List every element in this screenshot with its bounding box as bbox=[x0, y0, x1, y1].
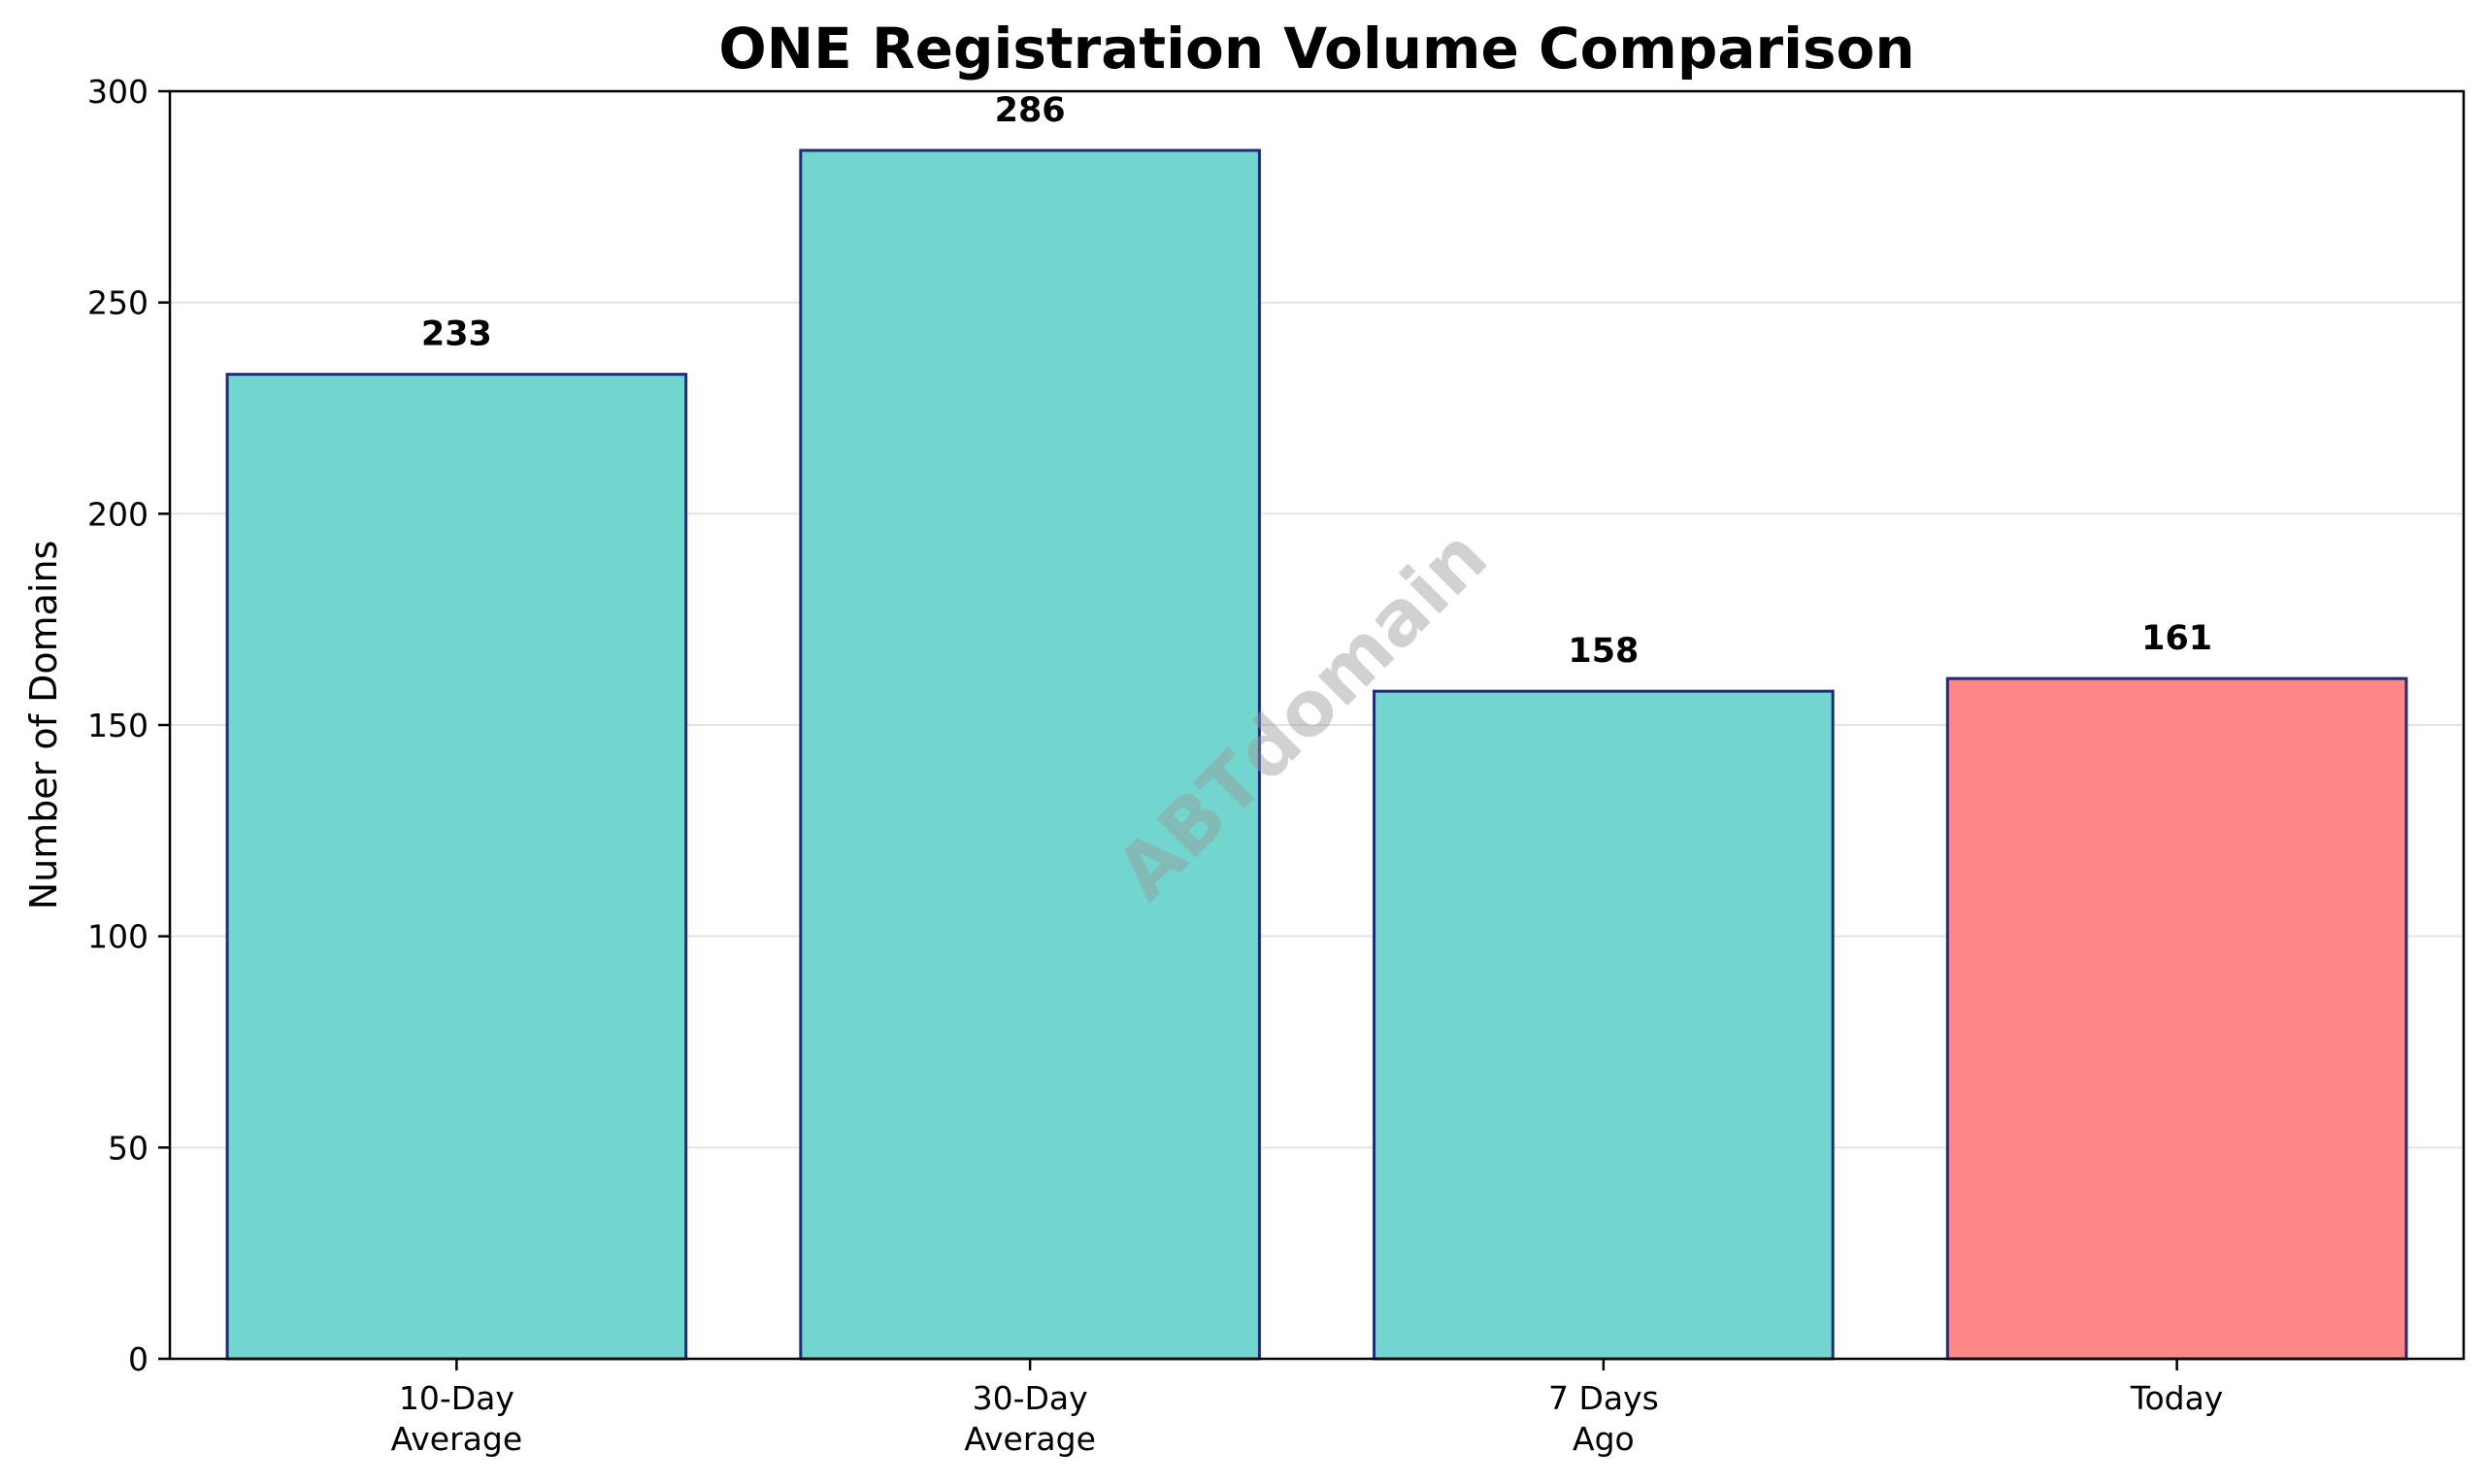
x-tick-label-line: Ago bbox=[1573, 1420, 1635, 1458]
x-tick-label: 10-Day Average bbox=[391, 1379, 523, 1458]
data-label: 161 bbox=[2141, 619, 2212, 658]
x-tick-label-line: Average bbox=[964, 1420, 1096, 1458]
bar bbox=[1945, 676, 2408, 1361]
data-label: 286 bbox=[995, 91, 1066, 130]
y-tick-label: 50 bbox=[108, 1129, 149, 1167]
x-tick-label: 7 Days Ago bbox=[1548, 1379, 1659, 1458]
y-tick-label: 200 bbox=[87, 495, 149, 533]
y-tick-label: 250 bbox=[87, 284, 149, 322]
value-labels: 233 286 158 161 bbox=[421, 91, 2212, 671]
x-tick-label-line: 10-Day bbox=[399, 1379, 514, 1417]
bar bbox=[1373, 689, 1835, 1361]
x-tick-label: 30-Day Average bbox=[964, 1379, 1096, 1458]
y-axis-label: Number of Domains bbox=[22, 541, 65, 910]
y-tick-label: 100 bbox=[87, 918, 149, 956]
x-tick-label-line: 30-Day bbox=[973, 1379, 1088, 1417]
x-tick-label-line: 7 Days bbox=[1548, 1379, 1659, 1417]
x-tick-label-line: Average bbox=[391, 1420, 523, 1458]
bar bbox=[225, 373, 688, 1361]
y-tick-label: 150 bbox=[87, 707, 149, 744]
x-tick-label: Today bbox=[2130, 1379, 2223, 1417]
x-tick-label-line: Today bbox=[2130, 1379, 2223, 1417]
data-label: 233 bbox=[421, 315, 492, 354]
chart-title: ONE Registration Volume Comparison bbox=[718, 16, 1914, 82]
y-tick-label: 300 bbox=[87, 73, 149, 111]
bars-layer bbox=[225, 148, 2408, 1361]
bar bbox=[799, 148, 1261, 1361]
data-label: 158 bbox=[1568, 632, 1639, 671]
y-axis: 0 50 100 150 200 250 300 bbox=[87, 73, 170, 1378]
y-tick-label: 0 bbox=[128, 1340, 149, 1378]
